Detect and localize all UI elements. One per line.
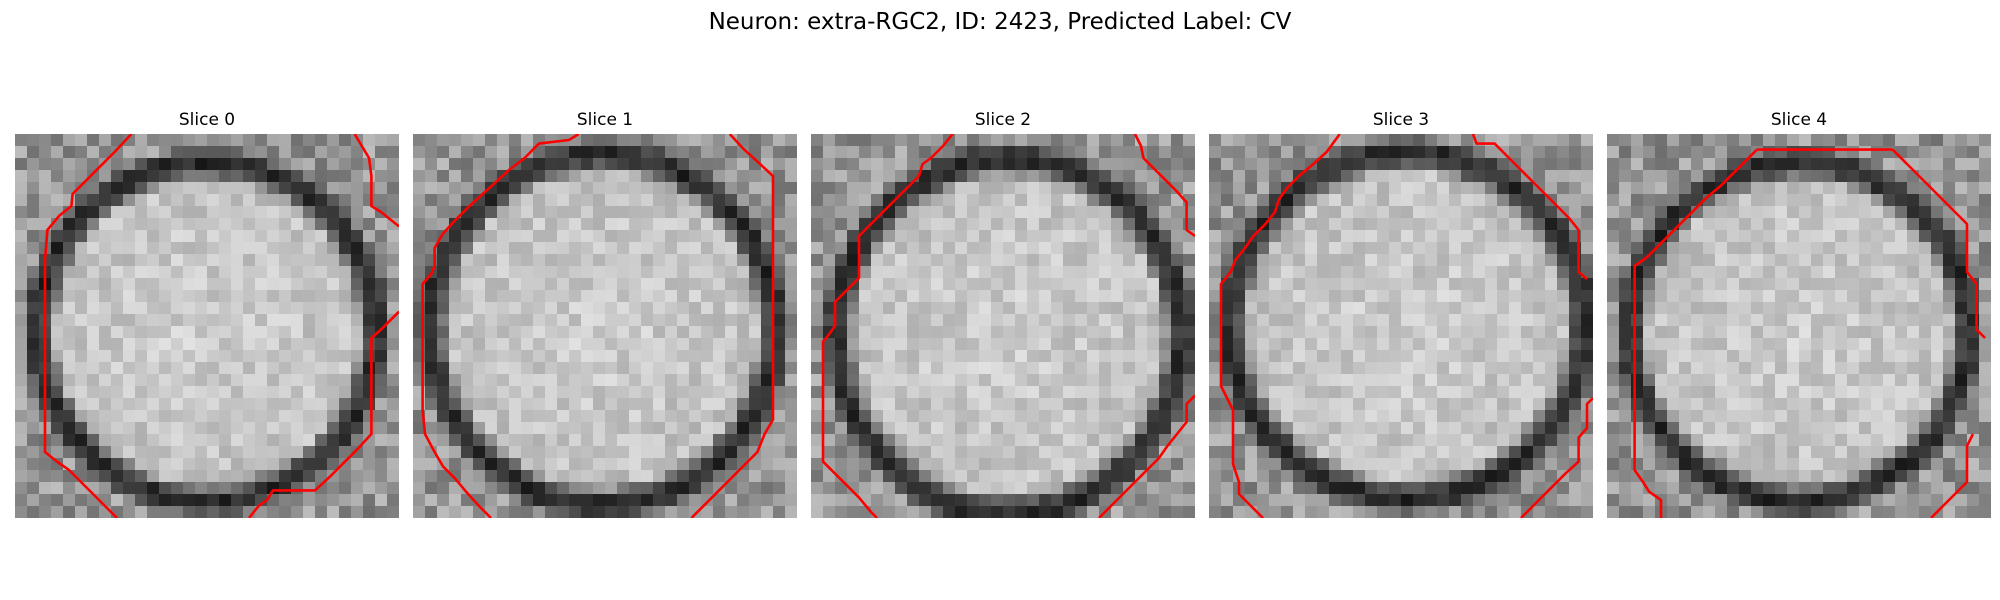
slice-svg bbox=[1209, 134, 1593, 518]
contour-line-1 bbox=[1133, 134, 1195, 238]
slice-image-1 bbox=[413, 134, 797, 518]
figure-title: Neuron: extra-RGC2, ID: 2423, Predicted … bbox=[708, 9, 1292, 35]
slice-svg bbox=[413, 134, 797, 518]
contour-line-2 bbox=[1098, 394, 1195, 518]
contour-line-1 bbox=[1633, 148, 1758, 518]
pixel-grid bbox=[1209, 134, 1593, 518]
slice-title: Slice 0 bbox=[178, 110, 236, 130]
slice-title: Slice 3 bbox=[1372, 110, 1430, 130]
pixel-grid bbox=[413, 134, 797, 518]
slice-image-3 bbox=[1209, 134, 1593, 518]
contour-line-2 bbox=[1520, 397, 1593, 518]
contour-line-1 bbox=[690, 134, 775, 518]
slice-title: Slice 4 bbox=[1770, 110, 1828, 130]
contour-line-0 bbox=[1219, 134, 1341, 518]
slice-title: Slice 2 bbox=[974, 110, 1032, 130]
contour-line-0 bbox=[43, 134, 133, 518]
pixel-grid bbox=[811, 134, 1195, 518]
slice-svg bbox=[811, 134, 1195, 518]
slice-image-4 bbox=[1607, 134, 1991, 518]
slice-image-2 bbox=[811, 134, 1195, 518]
slice-svg bbox=[15, 134, 399, 518]
slice-image-0 bbox=[15, 134, 399, 518]
contour-line-2 bbox=[247, 310, 399, 518]
contour-line-1 bbox=[353, 134, 399, 228]
contour-line-0 bbox=[821, 134, 954, 518]
contour-line-0 bbox=[421, 134, 580, 518]
contour-line-2 bbox=[1891, 148, 1986, 339]
contour-line-1 bbox=[1471, 134, 1588, 281]
pixel-grid bbox=[15, 134, 399, 518]
slice-title: Slice 1 bbox=[576, 110, 634, 130]
contour-line-3 bbox=[1930, 433, 1975, 518]
slice-svg bbox=[1607, 134, 1991, 518]
